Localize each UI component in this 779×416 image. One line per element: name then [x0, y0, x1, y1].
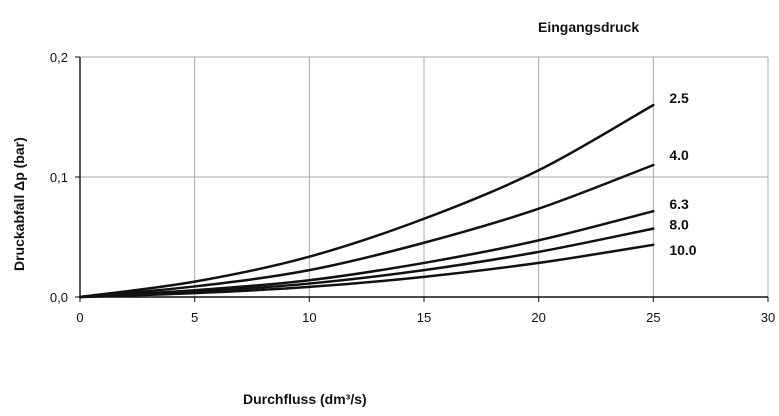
y-tick-label: 0,2: [50, 50, 68, 65]
series-line-8-0: [78, 227, 655, 299]
x-tick-label: 15: [417, 310, 431, 325]
tick-labels: 0 5 10 15 20 25 30 0,0 0,1 0,2: [50, 50, 775, 325]
series-label-2-5: 2.5: [669, 90, 689, 106]
x-axis-label: Durchfluss (dm³/s): [243, 391, 367, 407]
series-line-2-5: [78, 103, 655, 299]
x-tick-label: 20: [531, 310, 545, 325]
y-tick-label: 0,1: [50, 170, 68, 185]
series-label-6-3: 6.3: [669, 196, 689, 212]
x-tick-label: 0: [76, 310, 83, 325]
x-tick-label: 25: [646, 310, 660, 325]
x-tick-label: 10: [302, 310, 316, 325]
grid-lines: [80, 56, 769, 297]
series-label-8-0: 8.0: [669, 217, 689, 233]
legend-title: Eingangsdruck: [538, 19, 639, 35]
series-line-10-0: [78, 243, 655, 299]
x-tick-label: 5: [191, 310, 198, 325]
y-tick-label: 0,0: [50, 290, 68, 305]
series-label-10-0: 10.0: [669, 242, 696, 258]
series-lines: [78, 103, 655, 299]
series-labels: 2.5 4.0 6.3 8.0 10.0: [669, 90, 696, 258]
y-axis-label: Druckabfall Δp (bar): [11, 137, 27, 271]
series-line-6-3: [78, 209, 655, 299]
x-tick-label: 30: [761, 310, 775, 325]
series-label-4-0: 4.0: [669, 147, 689, 163]
series-line-4-0: [78, 163, 655, 299]
